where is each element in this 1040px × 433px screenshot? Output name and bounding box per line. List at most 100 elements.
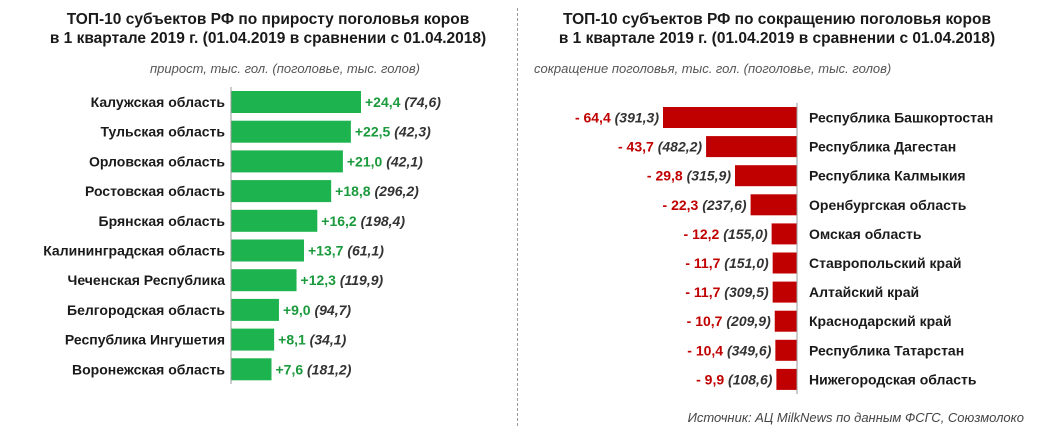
right-value-herd: (349,6) — [727, 342, 772, 358]
left-category-label: Белгородская область — [67, 302, 225, 318]
right-value-change: - 64,4 — [575, 110, 615, 126]
right-category-label: Нижегородская область — [809, 371, 977, 387]
left-value-label: +7,6 (181,2) — [275, 361, 351, 377]
left-value-herd: (34,1) — [310, 332, 347, 348]
panel-divider — [517, 8, 518, 426]
right-value-herd: (391,3) — [615, 110, 660, 126]
left-value-herd: (61,1) — [347, 243, 384, 259]
right-value-change: - 10,7 — [687, 313, 727, 329]
left-value-label: +22,5 (42,3) — [355, 124, 431, 140]
left-value-label: +24,4 (74,6) — [365, 94, 441, 110]
left-category-label: Орловская область — [89, 153, 225, 169]
left-value-herd: (198,4) — [361, 213, 406, 229]
right-value-herd: (482,2) — [658, 139, 703, 155]
right-value-label: - 43,7 (482,2) — [618, 139, 702, 155]
left-bar — [231, 298, 279, 321]
right-value-change: - 11,7 — [685, 255, 724, 271]
right-bar — [750, 194, 797, 216]
left-bar — [231, 150, 343, 173]
left-value-change: +22,5 — [355, 124, 394, 140]
right-bar — [772, 281, 797, 303]
right-bar — [734, 165, 797, 187]
left-value-change: +7,6 — [275, 361, 307, 377]
left-value-herd: (74,6) — [404, 94, 441, 110]
left-bar — [231, 209, 318, 232]
right-value-change: - 9,9 — [696, 371, 728, 387]
left-chart-subtitle: прирост, тыс. гол. (поголовье, тыс. голо… — [150, 61, 420, 76]
right-value-change: - 43,7 — [618, 139, 658, 155]
right-bar — [706, 136, 797, 158]
right-value-herd: (237,6) — [702, 197, 747, 213]
right-value-herd: (151,0) — [724, 255, 769, 271]
left-value-change: +16,2 — [321, 213, 360, 229]
right-value-change: - 10,4 — [687, 342, 727, 358]
right-value-label: - 12,2 (155,0) — [684, 226, 768, 242]
left-bar — [231, 239, 304, 262]
left-value-change: +12,3 — [301, 272, 340, 288]
right-value-label: - 64,4 (391,3) — [575, 110, 659, 126]
left-category-label: Республика Ингушетия — [65, 332, 225, 348]
left-value-herd: (94,7) — [314, 302, 351, 318]
left-category-label: Тульская область — [100, 124, 225, 140]
left-value-herd: (119,9) — [340, 272, 384, 288]
right-value-change: - 11,7 — [685, 284, 724, 300]
left-category-label: Калужская область — [91, 94, 226, 110]
right-value-change: - 29,8 — [647, 168, 687, 184]
left-category-label: Калининградская область — [43, 243, 225, 259]
right-category-label: Краснодарский край — [809, 313, 952, 329]
left-value-change: +9,0 — [283, 302, 315, 318]
right-value-herd: (309,5) — [724, 284, 769, 300]
left-bar — [231, 269, 297, 292]
right-category-label: Оренбургская область — [809, 197, 967, 213]
left-bar — [231, 91, 361, 113]
right-chart-title: ТОП-10 субъектов РФ по сокращению поголо… — [522, 10, 1032, 48]
right-category-label: Республика Калмыкия — [809, 168, 966, 184]
left-value-change: +18,8 — [335, 183, 374, 199]
left-value-herd: (42,1) — [386, 153, 423, 169]
left-title-line1: ТОП-10 субъектов РФ по приросту поголовь… — [66, 11, 470, 28]
right-bar — [663, 107, 797, 128]
right-category-label: Омская область — [809, 226, 922, 242]
left-value-change: +24,4 — [365, 94, 404, 110]
left-value-herd: (181,2) — [307, 361, 352, 377]
left-value-label: +9,0 (94,7) — [283, 302, 351, 318]
left-value-label: +8,1 (34,1) — [278, 332, 346, 348]
right-title-line1: ТОП-10 субъектов РФ по сокращению поголо… — [562, 11, 991, 28]
right-chart-subtitle: сокращение поголовья, тыс. гол. (поголов… — [534, 61, 892, 76]
left-category-label: Воронежская область — [72, 361, 225, 377]
right-bar — [775, 339, 797, 361]
right-value-label: - 22,3 (237,6) — [663, 197, 747, 213]
right-value-herd: (155,0) — [723, 226, 768, 242]
left-chart-title: ТОП-10 субъектов РФ по приросту поголовь… — [18, 10, 518, 48]
right-value-label: - 9,9 (108,6) — [696, 371, 773, 387]
right-value-label: - 29,8 (315,9) — [647, 168, 731, 184]
right-value-label: - 11,7 (151,0) — [685, 255, 769, 271]
left-value-label: +21,0 (42,1) — [347, 153, 423, 169]
right-value-label: - 10,7 (209,9) — [687, 313, 771, 329]
left-category-label: Ростовская область — [85, 183, 225, 199]
right-bar — [771, 223, 797, 245]
left-bar — [231, 358, 272, 381]
right-value-herd: (108,6) — [728, 371, 773, 387]
right-category-label: Республика Башкортостан — [809, 110, 993, 126]
left-bar — [231, 328, 275, 351]
right-value-herd: (315,9) — [687, 168, 732, 184]
right-bar — [776, 368, 797, 390]
left-value-herd: (296,2) — [374, 183, 419, 199]
right-category-label: Ставропольский край — [809, 255, 961, 271]
right-category-label: Республика Татарстан — [809, 342, 964, 358]
left-value-herd: (42,3) — [394, 124, 431, 140]
right-value-herd: (209,9) — [726, 313, 771, 329]
right-value-label: - 10,4 (349,6) — [687, 342, 771, 358]
source-note: Источник: АЦ MilkNews по данным ФСГС, Со… — [687, 410, 1024, 425]
right-category-label: Алтайский край — [809, 284, 919, 300]
left-bar — [231, 120, 351, 143]
left-category-label: Брянская область — [99, 213, 226, 229]
left-title-line2: в 1 квартале 2019 г. (01.04.2019 в сравн… — [49, 30, 487, 47]
left-value-label: +16,2 (198,4) — [321, 213, 405, 229]
right-bar — [774, 310, 797, 332]
left-category-label: Чеченская Республика — [68, 272, 226, 288]
right-value-label: - 11,7 (309,5) — [685, 284, 769, 300]
left-value-label: +18,8 (296,2) — [335, 183, 419, 199]
left-value-change: +13,7 — [308, 243, 347, 259]
